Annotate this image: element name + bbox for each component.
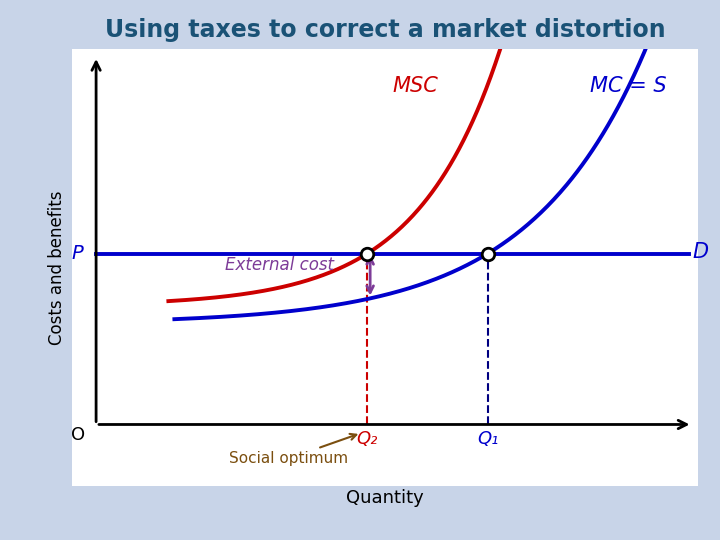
Text: External cost: External cost (225, 256, 334, 274)
Text: Q₂: Q₂ (356, 430, 378, 448)
Text: MC = S: MC = S (590, 76, 667, 96)
Text: Social optimum: Social optimum (229, 434, 356, 466)
Text: P: P (71, 244, 83, 263)
X-axis label: Quantity: Quantity (346, 489, 424, 507)
Title: Using taxes to correct a market distortion: Using taxes to correct a market distorti… (105, 18, 665, 43)
Text: D: D (693, 242, 708, 262)
Text: MSC: MSC (392, 76, 438, 96)
Text: Q₁: Q₁ (477, 430, 498, 448)
Y-axis label: Costs and benefits: Costs and benefits (48, 190, 66, 345)
Text: O: O (71, 426, 85, 444)
